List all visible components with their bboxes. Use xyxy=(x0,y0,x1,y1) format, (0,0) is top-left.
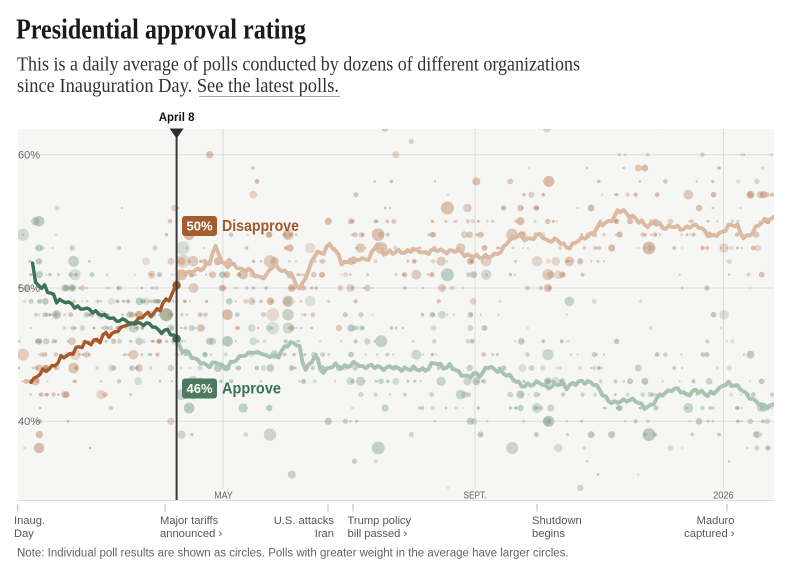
svg-text:Shutdown: Shutdown xyxy=(532,515,582,527)
svg-text:50%: 50% xyxy=(18,283,40,295)
svg-text:April 8: April 8 xyxy=(159,112,195,124)
svg-text:Day: Day xyxy=(14,528,34,540)
svg-text:Major tariffs: Major tariffs xyxy=(160,515,219,527)
svg-text:SEPT.: SEPT. xyxy=(464,491,487,502)
svg-text:2026: 2026 xyxy=(713,491,734,502)
svg-text:bill passed ›: bill passed › xyxy=(348,528,408,540)
svg-text:Trump policy: Trump policy xyxy=(348,515,412,527)
svg-text:Iran: Iran xyxy=(315,528,334,540)
svg-text:Inaug.: Inaug. xyxy=(14,515,45,527)
svg-text:announced ›: announced › xyxy=(160,528,222,540)
svg-text:40%: 40% xyxy=(18,416,40,428)
svg-text:U.S. attacks: U.S. attacks xyxy=(274,515,335,527)
svg-text:MAY: MAY xyxy=(214,491,233,502)
svg-text:Presidential approval rating: Presidential approval rating xyxy=(16,15,306,46)
svg-text:captured ›: captured › xyxy=(684,528,735,540)
svg-text:50%: 50% xyxy=(186,219,212,234)
svg-text:Note: Individual poll results: Note: Individual poll results are shown … xyxy=(17,548,569,560)
svg-text:This is a daily average of pol: This is a daily average of polls conduct… xyxy=(17,55,580,76)
svg-text:begins: begins xyxy=(532,528,565,540)
svg-text:since Inauguration Day. See th: since Inauguration Day. See the latest p… xyxy=(17,76,339,97)
svg-text:46%: 46% xyxy=(186,381,212,396)
svg-text:Maduro: Maduro xyxy=(697,515,735,527)
svg-text:Disapprove: Disapprove xyxy=(222,218,299,235)
svg-text:Approve: Approve xyxy=(222,381,281,398)
svg-text:60%: 60% xyxy=(18,150,40,162)
